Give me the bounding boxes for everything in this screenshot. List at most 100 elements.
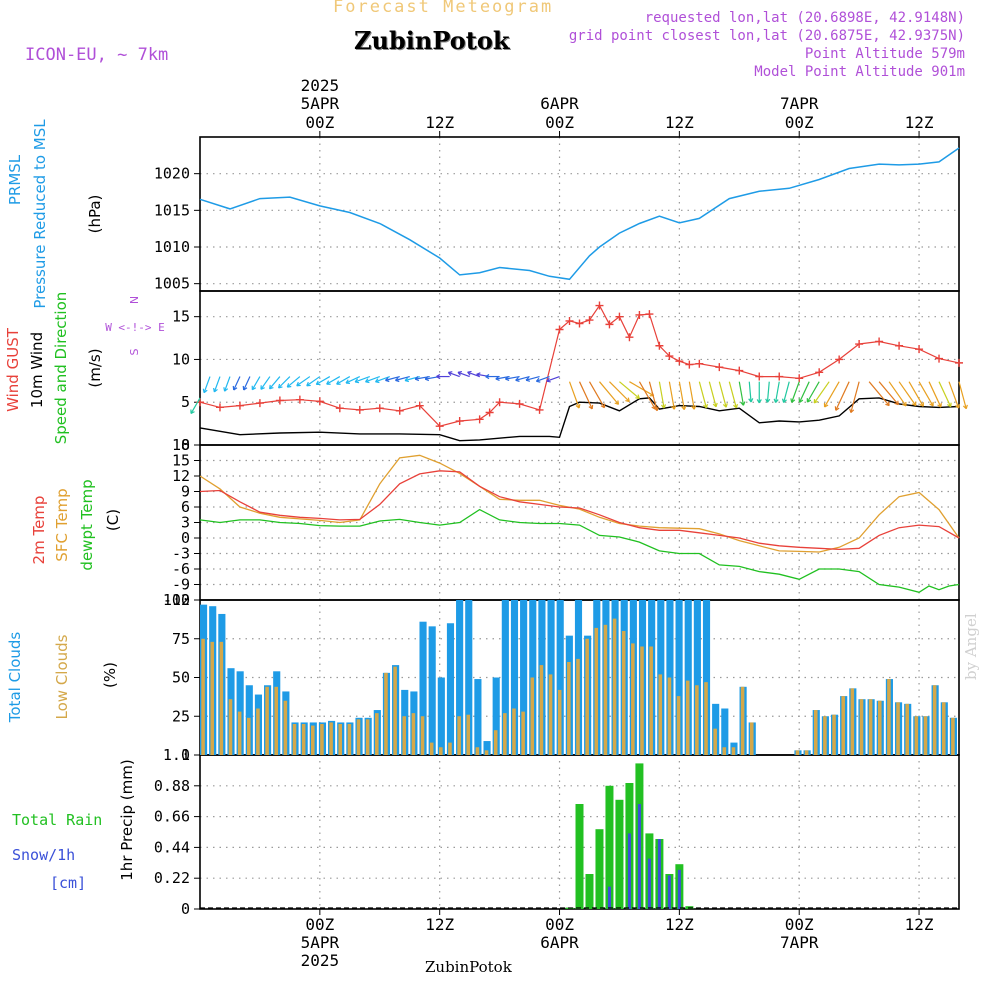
wind-arrow [748,381,752,403]
wind-arrow [928,381,942,408]
wind-arrow [708,381,717,407]
low-cloud-bar [941,702,946,755]
wind-arrow [938,381,952,407]
wind-arrow [316,376,331,385]
wind-arrow [213,376,221,393]
low-cloud-bar [585,638,589,755]
low-cloud-bar [749,722,754,755]
wind-arrow [783,381,790,403]
gust-marker [915,345,924,354]
low-cloud-bar [393,666,397,755]
wind-arrow [525,375,540,381]
low-cloud-bar [457,716,461,755]
wind-arrow [251,376,261,391]
wind-arrowhead [495,375,500,381]
gust-marker [935,354,944,363]
wind-arrowhead [813,398,819,404]
wind-arrow [638,381,656,410]
low-cloud-bar [813,710,818,755]
gust-marker [585,316,594,325]
low-cloud-bar [923,716,928,755]
wind-arrowhead [765,398,771,403]
top-hour-label: 00Z [785,113,814,132]
low-cloud-bar [621,631,626,755]
wind-arrow [599,381,619,405]
top-date-label: 5APR [301,94,340,113]
low-cloud-bar [905,703,909,755]
y-tick-label: 0.22 [154,869,190,887]
wind-arrow [850,381,860,413]
t2m-line [199,470,960,551]
y-tick-label: 1020 [154,165,190,183]
gust-marker [775,372,784,381]
wind-arrow [728,381,737,409]
low-cloud-bar [932,685,937,755]
wind-arrow [278,376,291,389]
requested-coords: requested lon,lat (20.6898E, 42.9148N) [644,10,965,26]
low-cloud-bar [329,722,333,755]
total-cloud-bar [456,600,464,755]
low-cloud-bar [429,742,434,755]
total-rain-label: Total Rain [12,811,102,829]
model-altitude: Model Point Altitude 901m [754,64,965,80]
bottom-date-label: 7APR [780,933,819,952]
top-date-label: 6APR [540,94,579,113]
wind-arrowhead [354,378,360,384]
low-cloud-bar [530,677,535,755]
y-tick-label: 0 [181,436,190,454]
low-cloud-bar [704,682,708,755]
wind-arrowhead [885,401,890,407]
top-hour-label: 12Z [665,113,694,132]
low-cloud-bar [658,674,663,755]
wind-arrowhead [394,377,400,383]
wind-arrowhead [424,376,430,382]
wind-arrow [588,381,606,408]
wind-arrowhead [937,403,942,408]
gust-marker [855,340,864,349]
y-tick-label: 50 [172,669,190,687]
low-cloud-bar [493,730,498,755]
wind-arrow [296,376,311,387]
wind-arrow [813,381,830,404]
wind-arrowhead [414,376,420,382]
low-cloud-bar [292,724,297,755]
total-clouds-label: Total Clouds [6,632,24,724]
gust-marker [655,341,664,350]
gust-marker [415,401,424,410]
low-cloud-bar [384,672,388,755]
y-tick-label: -9 [172,576,190,594]
rain-bar [595,829,604,909]
wind-arrowhead [600,403,606,409]
total-cloud-bar [520,600,528,755]
wind-arrowhead [671,405,677,410]
sfc-temp-label: SFC Temp [53,488,71,561]
low-cloud-bar [503,713,507,755]
wind-arrowhead [190,409,195,415]
wind10-line [199,397,960,442]
wind-arrow [448,371,460,378]
gust-marker [295,395,304,404]
low-cloud-bar [301,724,306,755]
wind-arrowhead [535,377,541,383]
pressure-desc-label: Pressure Reduced to MSL [31,119,49,309]
wind-arrow [868,381,890,406]
low-cloud-bar [210,641,214,755]
gust-marker [255,399,264,408]
snow-bar [627,833,631,909]
wind-arrow [260,376,271,390]
bottom-hour-label: 00Z [305,915,334,934]
wind-arrow [536,375,550,382]
low-cloud-bar [823,716,827,755]
y-tick-label: 18 [172,436,190,454]
bottom-date-label: 6APR [540,933,579,952]
wind-arrow [233,376,241,391]
gust-marker [835,355,844,364]
snow-bar [607,886,611,909]
wind-arrow [774,381,780,403]
wind-arrowhead [345,379,351,384]
low-cloud-bar [877,700,882,755]
low-cloud-bar [603,624,608,755]
low-cloud-bar [475,747,480,755]
wind-arrowhead [740,401,746,406]
